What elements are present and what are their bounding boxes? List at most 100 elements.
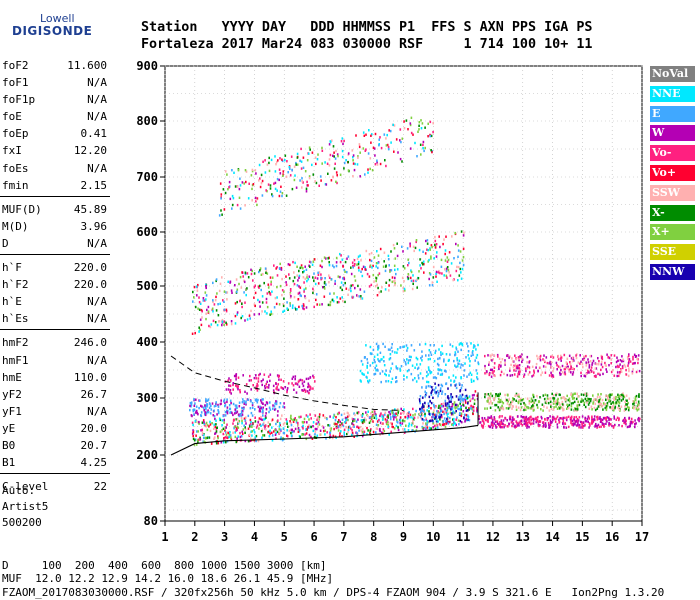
echo-point-s1: [431, 281, 434, 284]
echo-cluster-point: [245, 400, 247, 403]
echo-cluster-point: [267, 386, 270, 389]
echo-cluster-point: [526, 361, 528, 364]
echo-point-s2: [416, 155, 418, 158]
echo-cluster-point: [378, 359, 380, 363]
echo-point-s0: [222, 432, 225, 436]
echo-point-s0: [460, 414, 463, 418]
echo-point-s1: [318, 303, 321, 306]
echo-cluster-point: [626, 403, 628, 406]
echo-point-s0: [405, 424, 407, 427]
echo-point-s1: [261, 301, 264, 304]
echo-cluster-point: [295, 382, 298, 385]
echo-cluster-point: [607, 397, 609, 401]
echo-point-s2: [268, 161, 270, 165]
echo-cluster-point: [441, 405, 443, 408]
echo-point-s2: [274, 155, 276, 158]
echo-point-s2: [301, 186, 303, 189]
echo-cluster-point: [292, 375, 295, 379]
echo-cluster-point: [590, 366, 593, 369]
echo-point-s1: [352, 266, 354, 269]
echo-cluster-point: [449, 343, 452, 346]
echo-cluster-point: [624, 400, 626, 404]
echo-point-s1: [259, 305, 261, 308]
echo-point-s1: [408, 261, 410, 265]
echo-cluster-point: [574, 392, 576, 395]
echo-cluster-point: [600, 360, 603, 364]
echo-point-s0: [328, 424, 331, 427]
echo-cluster-point: [491, 394, 494, 398]
x-tick-label: 15: [575, 530, 589, 544]
echo-point-s2: [299, 159, 301, 162]
echo-cluster-point: [613, 415, 615, 418]
echo-point-s1: [276, 285, 278, 289]
echo-cluster-point: [275, 387, 277, 390]
echo-point-s2: [314, 156, 317, 159]
echo-point-s2: [231, 194, 234, 198]
echo-cluster-point: [544, 417, 546, 421]
echo-cluster-point: [283, 402, 285, 405]
echo-point-s1: [357, 294, 359, 298]
echo-point-s0: [303, 417, 306, 421]
echo-point-s0: [232, 431, 234, 434]
echo-cluster-point: [557, 358, 560, 361]
echo-cluster-point: [434, 376, 436, 379]
echo-point-s0: [228, 433, 231, 436]
echo-point-s0: [191, 421, 194, 424]
echo-point-s1: [368, 275, 371, 278]
echo-cluster-point: [577, 400, 580, 403]
echo-cluster-point: [624, 422, 627, 425]
echo-point-s0: [305, 437, 308, 441]
echo-cluster-point: [636, 409, 639, 412]
echo-point-s1: [225, 310, 228, 313]
echo-cluster-point: [465, 394, 468, 398]
echo-point-s1: [315, 298, 317, 302]
echo-point-s0: [257, 419, 260, 423]
echo-point-s0: [442, 402, 445, 405]
echo-cluster-point: [503, 372, 505, 376]
echo-cluster-point: [424, 390, 426, 393]
echo-cluster-point: [570, 405, 573, 408]
echo-point-s1: [379, 247, 382, 251]
echo-point-s0: [282, 427, 285, 430]
echo-cluster-point: [387, 348, 390, 351]
echo-point-s0: [256, 424, 259, 427]
echo-point-s2: [269, 187, 272, 190]
echo-cluster-point: [556, 364, 558, 367]
echo-point-s0: [249, 425, 251, 428]
echo-cluster-point: [418, 398, 421, 401]
echo-point-s2: [347, 152, 350, 155]
echo-point-s1: [377, 286, 379, 290]
echo-point-s0: [472, 397, 474, 400]
echo-point-s1: [246, 318, 249, 321]
echo-point-s0: [390, 410, 392, 413]
param-label: yF2: [2, 387, 22, 401]
echo-point-s2: [286, 160, 288, 163]
echo-point-s0: [392, 411, 395, 414]
echo-point-s0: [241, 430, 243, 433]
echo-cluster-point: [428, 404, 430, 408]
echo-cluster-point: [490, 415, 493, 418]
echo-point-s1: [360, 295, 362, 298]
echo-point-s0: [269, 432, 271, 435]
echo-cluster-point: [555, 361, 558, 365]
echo-cluster-point: [622, 392, 624, 395]
echo-cluster-point: [257, 398, 259, 402]
echo-cluster-point: [566, 403, 568, 406]
echo-point-s0: [438, 411, 441, 414]
echo-cluster-point: [616, 356, 618, 359]
echo-cluster-point: [552, 367, 555, 370]
echo-cluster-point: [607, 355, 610, 359]
echo-cluster-point: [622, 359, 625, 363]
echo-point-s1: [394, 268, 396, 272]
echo-point-s0: [363, 416, 366, 420]
echo-point-s1: [299, 294, 302, 297]
echo-point-s1: [458, 274, 461, 277]
echo-point-s2: [409, 147, 412, 150]
echo-point-s0: [442, 405, 445, 408]
echo-cluster-point: [377, 345, 379, 348]
echo-cluster-point: [491, 419, 494, 422]
echo-cluster-point: [504, 363, 506, 366]
echo-cluster-point: [499, 392, 501, 396]
echo-cluster-point: [618, 417, 620, 420]
echo-cluster-point: [276, 385, 278, 388]
